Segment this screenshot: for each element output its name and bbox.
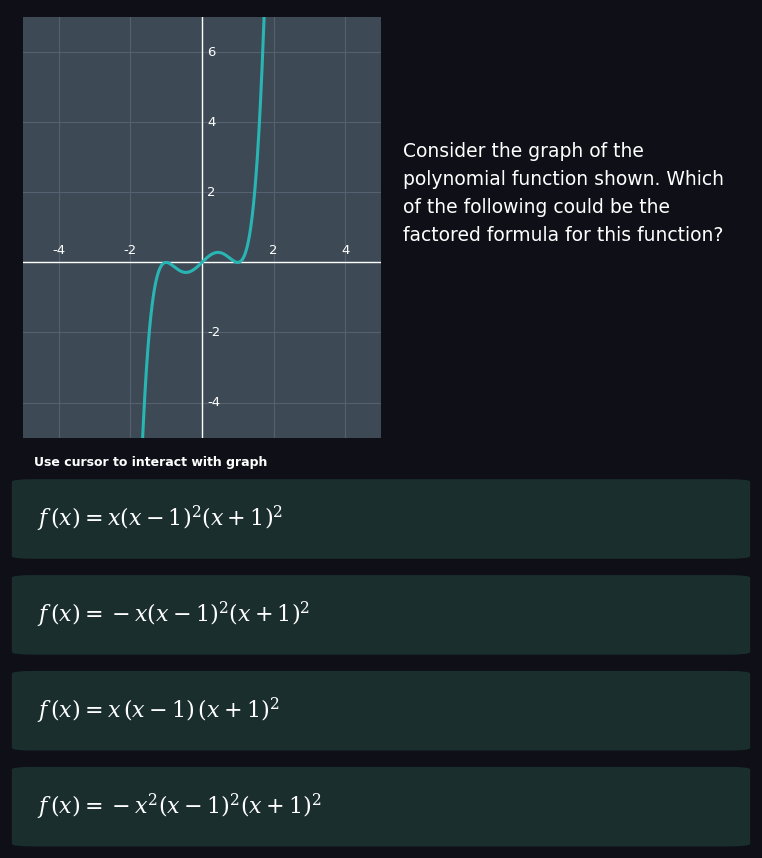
FancyBboxPatch shape xyxy=(12,767,750,847)
Text: 6: 6 xyxy=(207,45,216,58)
FancyBboxPatch shape xyxy=(12,479,750,559)
Text: Consider the graph of the
polynomial function shown. Which
of the following coul: Consider the graph of the polynomial fun… xyxy=(403,142,725,245)
FancyBboxPatch shape xyxy=(12,671,750,751)
Text: 2: 2 xyxy=(269,245,278,257)
Text: $f\,(x) = x(x-1)^2(x+1)^2$: $f\,(x) = x(x-1)^2(x+1)^2$ xyxy=(37,504,283,534)
Text: -2: -2 xyxy=(207,326,220,339)
Text: -2: -2 xyxy=(123,245,137,257)
Text: $f\,(x) = -x^2(x-1)^2(x+1)^2$: $f\,(x) = -x^2(x-1)^2(x+1)^2$ xyxy=(37,792,322,822)
Text: -4: -4 xyxy=(207,396,220,409)
Text: -4: -4 xyxy=(52,245,66,257)
Text: 4: 4 xyxy=(207,116,216,129)
FancyBboxPatch shape xyxy=(12,575,750,655)
Text: $f\,(x) = x\,(x-1)\,(x+1)^2$: $f\,(x) = x\,(x-1)\,(x+1)^2$ xyxy=(37,696,280,726)
Text: 4: 4 xyxy=(341,245,349,257)
Text: 2: 2 xyxy=(207,186,216,199)
Text: Use cursor to interact with graph: Use cursor to interact with graph xyxy=(34,456,267,469)
Text: $f\,(x) = -x(x-1)^2(x+1)^2$: $f\,(x) = -x(x-1)^2(x+1)^2$ xyxy=(37,600,310,630)
